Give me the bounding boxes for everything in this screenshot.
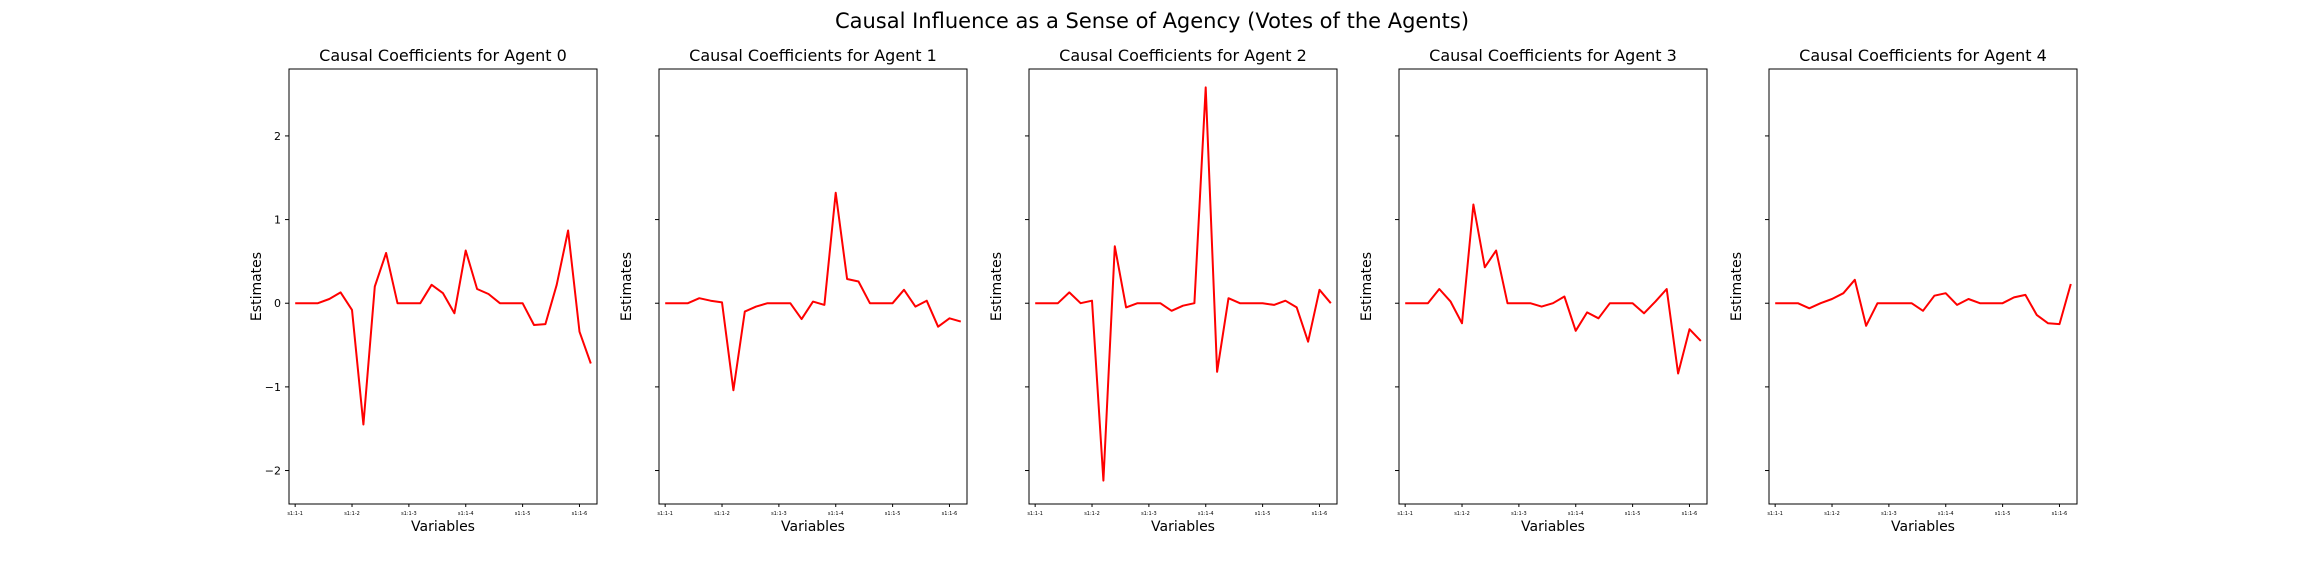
x-tick-label: s1:1-1: [287, 511, 303, 517]
subplot-title: Causal Coefficients for Agent 4: [1799, 46, 2047, 65]
x-tick-label: s1:1-3: [1511, 511, 1527, 517]
x-tick-label: s1:1-3: [771, 511, 787, 517]
x-tick-label: s1:1-4: [1198, 511, 1214, 517]
x-tick-label: s1:1-4: [458, 511, 474, 517]
subplot-title: Causal Coefficients for Agent 2: [1059, 46, 1307, 65]
x-tick-label: s1:1-3: [1881, 511, 1897, 517]
subplot-title: Causal Coefficients for Agent 3: [1429, 46, 1677, 65]
x-tick-label: s1:1-2: [1454, 511, 1470, 517]
y-tick-label: −2: [265, 465, 281, 478]
y-axis-label: Estimates: [619, 252, 635, 321]
x-axis-label: Variables: [781, 519, 845, 535]
x-tick-label: s1:1-1: [657, 511, 673, 517]
x-tick-label: s1:1-6: [942, 511, 958, 517]
series-line: [665, 191, 962, 392]
plot-area: [1398, 68, 1708, 505]
x-axis-label: Variables: [1151, 519, 1215, 535]
subplots: Causal Coefficients for Agent 0 −2 −1 0 1 2 s1…: [249, 46, 2078, 535]
x-tick-label: s1:1-2: [344, 511, 360, 517]
y-tick-label: 2: [274, 130, 281, 143]
x-tick-label: s1:1-3: [401, 511, 417, 517]
plot-area: [658, 68, 968, 505]
x-axis-label: Variables: [411, 519, 475, 535]
x-tick-label: s1:1-1: [1397, 511, 1413, 517]
figure-title: Causal Influence as a Sense of Agency (V…: [835, 9, 1469, 33]
series-line: [1775, 278, 2072, 327]
y-axis-label: Estimates: [989, 252, 1005, 321]
x-axis-label: Variables: [1521, 519, 1585, 535]
x-tick-label: s1:1-1: [1027, 511, 1043, 517]
plot-area: [1028, 68, 1338, 505]
x-tick-label: s1:1-2: [1084, 511, 1100, 517]
x-axis-label: Variables: [1891, 519, 1955, 535]
x-tick-label: s1:1-6: [572, 511, 588, 517]
x-tick-label: s1:1-6: [2052, 511, 2068, 517]
y-axis-label: Estimates: [1359, 252, 1375, 321]
x-tick-label: s1:1-3: [1141, 511, 1157, 517]
x-tick-label: s1:1-6: [1682, 511, 1698, 517]
x-tick-label: s1:1-5: [1995, 511, 2011, 517]
y-axis-label: Estimates: [249, 252, 265, 321]
y-tick-label: 0: [274, 297, 281, 310]
x-tick-label: s1:1-5: [1625, 511, 1641, 517]
x-tick-label: s1:1-5: [515, 511, 531, 517]
x-tick-label: s1:1-1: [1767, 511, 1783, 517]
series-line: [1405, 203, 1702, 375]
subplot-agent-0: Causal Coefficients for Agent 0 −2 −1 0 1 2 s1…: [249, 46, 598, 535]
x-tick-label: s1:1-2: [714, 511, 730, 517]
x-tick-label: s1:1-4: [1568, 511, 1584, 517]
x-tick-label: s1:1-5: [1255, 511, 1271, 517]
subplot-agent-3: Causal Coefficients for Agent 3 s1:1-1 s1:…: [1359, 46, 1708, 535]
x-tick-label: s1:1-5: [885, 511, 901, 517]
subplot-title: Causal Coefficients for Agent 0: [319, 46, 567, 65]
x-tick-label: s1:1-2: [1824, 511, 1840, 517]
series-line: [1035, 86, 1332, 482]
series-line: [295, 229, 592, 426]
y-tick-label: −1: [265, 381, 281, 394]
x-tick-label: s1:1-6: [1312, 511, 1328, 517]
y-tick-label: 1: [274, 214, 281, 227]
y-axis-label: Estimates: [1729, 252, 1745, 321]
subplot-agent-4: Causal Coefficients for Agent 4 s1:1-1 s1:…: [1729, 46, 2078, 535]
subplot-agent-1: Causal Coefficients for Agent 1 s1:1-1 s1:…: [619, 46, 968, 535]
subplot-agent-2: Causal Coefficients for Agent 2 s1:1-1 s1:…: [989, 46, 1338, 535]
plot-area: [288, 68, 598, 505]
x-tick-label: s1:1-4: [828, 511, 844, 517]
plot-area: [1768, 68, 2078, 505]
subplot-title: Causal Coefficients for Agent 1: [689, 46, 937, 65]
x-tick-label: s1:1-4: [1938, 511, 1954, 517]
